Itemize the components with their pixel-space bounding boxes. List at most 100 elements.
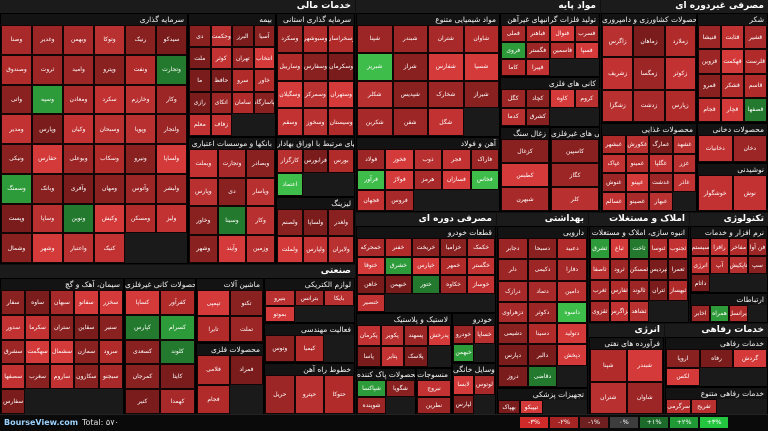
stock-cell[interactable]: وصنا <box>1 25 32 55</box>
stock-cell[interactable]: وشهر <box>32 233 63 263</box>
stock-cell[interactable]: غپینو <box>625 173 649 192</box>
stock-cell[interactable]: ولملت <box>277 236 303 263</box>
stock-cell[interactable]: فخوز <box>385 149 414 170</box>
stock-cell[interactable]: کشرق <box>525 107 550 126</box>
stock-cell[interactable]: دامین <box>557 280 587 302</box>
stock-cell[interactable]: سمازن <box>74 339 99 365</box>
stock-cell[interactable]: ستران <box>49 314 75 340</box>
stock-cell[interactable]: وغدیر <box>32 25 63 55</box>
stock-cell[interactable]: فروی <box>501 42 526 59</box>
stock-cell[interactable]: خبهمن <box>453 343 474 362</box>
stock-cell[interactable]: رازی <box>189 91 211 114</box>
stock-cell[interactable]: پتایر <box>380 346 404 367</box>
stock-cell[interactable]: سرود <box>98 339 123 365</box>
stock-cell[interactable]: وسخراسان <box>328 25 354 53</box>
stock-cell[interactable]: وبانک <box>32 173 63 204</box>
stock-cell[interactable]: شتران <box>428 25 464 53</box>
stock-cell[interactable]: وتوکا <box>94 25 125 55</box>
stock-cell[interactable]: پدرخش <box>427 325 451 346</box>
stock-cell[interactable]: ولتجار <box>156 114 187 144</box>
stock-cell[interactable]: ساوه <box>25 290 50 315</box>
stock-cell[interactable]: سبجنو <box>98 364 123 390</box>
stock-cell[interactable]: دی <box>217 177 247 206</box>
stock-cell[interactable]: کزغال <box>501 139 549 163</box>
stock-cell[interactable]: وبصادر <box>246 149 275 178</box>
stock-cell[interactable]: سفارس <box>1 389 26 414</box>
stock-cell[interactable]: خپارس <box>412 256 440 275</box>
stock-cell[interactable]: ونوین <box>63 203 94 234</box>
stock-cell[interactable]: شبندر <box>392 25 428 53</box>
stock-cell[interactable]: دتولید <box>557 323 587 345</box>
stock-cell[interactable]: گردش <box>733 349 767 368</box>
stock-cell[interactable]: شیراز <box>463 80 499 109</box>
stock-cell[interactable]: کاوه <box>550 89 575 108</box>
stock-cell[interactable]: بورس <box>328 149 354 173</box>
stock-cell[interactable]: کپارس <box>125 314 160 340</box>
stock-cell[interactable]: وسخوز <box>302 108 329 136</box>
stock-cell[interactable]: هرمز <box>413 169 443 191</box>
stock-cell[interactable]: قشیر <box>744 25 767 50</box>
stock-cell[interactable]: سفار <box>1 290 26 315</box>
stock-cell[interactable]: غزر <box>672 154 696 173</box>
stock-cell[interactable]: دجابر <box>498 238 528 260</box>
stock-cell[interactable]: فمراد <box>230 355 263 385</box>
stock-cell[interactable]: قشکر <box>721 73 744 98</box>
stock-cell[interactable]: وصندوق <box>1 54 32 85</box>
stock-cell[interactable]: تپمپی <box>197 290 230 316</box>
stock-cell[interactable]: ثتران <box>648 280 669 301</box>
stock-cell[interactable]: فروس <box>385 190 414 211</box>
stock-cell[interactable]: وتوس <box>265 335 295 362</box>
stock-cell[interactable]: غمینو <box>625 154 649 173</box>
stock-cell[interactable]: شبهرن <box>501 187 549 211</box>
stock-cell[interactable]: تملت <box>230 316 263 342</box>
stock-cell[interactable]: وزمین <box>246 234 275 263</box>
stock-cell[interactable]: وسفارس <box>302 52 329 81</box>
stock-cell[interactable]: وبملت <box>189 149 218 178</box>
stock-cell[interactable]: زماهان <box>633 25 665 58</box>
stock-cell[interactable]: ونفت <box>125 54 156 85</box>
stock-cell[interactable]: زمگسا <box>633 57 665 90</box>
stock-cell[interactable]: شاوان <box>463 25 499 53</box>
stock-cell[interactable]: حپترو <box>294 375 325 414</box>
stock-cell[interactable]: کساپا <box>125 290 160 315</box>
stock-cell[interactable]: ولساپا <box>302 209 329 236</box>
stock-cell[interactable]: ثجنوب <box>668 238 688 259</box>
stock-cell[interactable]: سرگرمی <box>666 399 692 414</box>
stock-cell[interactable]: خاهن <box>357 275 385 294</box>
stock-cell[interactable]: خکمک <box>467 238 495 257</box>
stock-cell[interactable]: نبروج <box>417 380 451 397</box>
stock-cell[interactable]: کوثر <box>210 47 232 70</box>
stock-cell[interactable]: کنیر <box>125 389 160 414</box>
stock-cell[interactable]: خگستر <box>467 256 495 275</box>
stock-cell[interactable]: وتجارت <box>156 54 187 85</box>
stock-cell[interactable]: شگویا <box>386 380 415 397</box>
stock-cell[interactable]: بهپاک <box>498 400 521 414</box>
stock-cell[interactable]: خشرق <box>384 256 413 275</box>
stock-cell[interactable]: خفنر <box>384 238 413 257</box>
stock-cell[interactable]: واعتبار <box>63 233 94 263</box>
stock-cell[interactable]: کاسپین <box>551 139 599 163</box>
stock-cell[interactable]: فپیرا <box>525 59 550 76</box>
stock-cell[interactable]: فرآور <box>357 169 386 191</box>
stock-cell[interactable]: شخارک <box>428 80 464 109</box>
stock-cell[interactable]: کروم <box>574 89 599 108</box>
stock-cell[interactable]: اخابر <box>691 305 710 322</box>
stock-cell[interactable]: سهگمت <box>25 339 50 365</box>
stock-cell[interactable]: آپ <box>710 256 729 274</box>
stock-cell[interactable]: خنصیر <box>357 293 385 312</box>
stock-cell[interactable]: وپست <box>1 203 32 234</box>
stock-cell[interactable]: وکیان <box>63 114 94 144</box>
stock-cell[interactable]: وسبحان <box>94 114 125 144</box>
stock-cell[interactable]: ولغدر <box>328 209 354 236</box>
stock-cell[interactable]: ولبشر <box>156 173 187 204</box>
stock-cell[interactable]: خودرو <box>453 325 474 344</box>
stock-cell[interactable]: سکرد <box>94 84 125 115</box>
stock-cell[interactable]: دشیمی <box>498 323 528 345</box>
stock-cell[interactable]: ثمسکن <box>629 259 649 280</box>
stock-cell[interactable]: سکرما <box>25 314 50 340</box>
stock-cell[interactable]: آسیا <box>253 25 275 48</box>
stock-cell[interactable]: وسکرمان <box>328 52 354 81</box>
stock-cell[interactable]: وکیش <box>94 203 125 234</box>
stock-cell[interactable]: اعتماد <box>277 172 303 196</box>
stock-cell[interactable]: فسرب <box>574 25 599 42</box>
